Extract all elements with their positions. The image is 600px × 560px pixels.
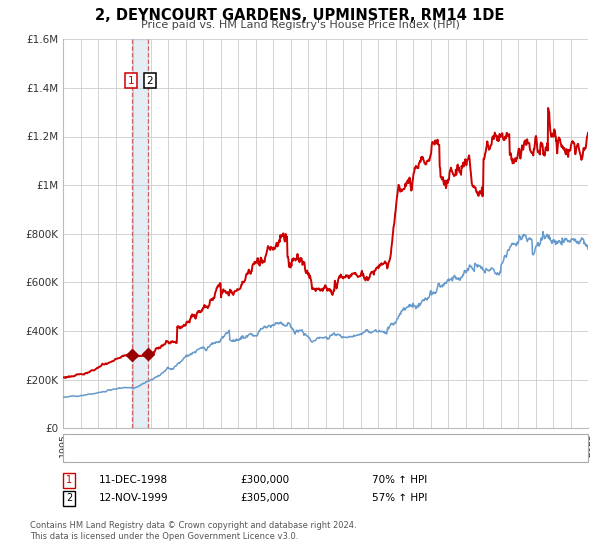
Text: Price paid vs. HM Land Registry's House Price Index (HPI): Price paid vs. HM Land Registry's House … [140, 20, 460, 30]
Text: 70% ↑ HPI: 70% ↑ HPI [372, 475, 427, 486]
Text: 2, DEYNCOURT GARDENS, UPMINSTER, RM14 1DE: 2, DEYNCOURT GARDENS, UPMINSTER, RM14 1D… [95, 8, 505, 24]
Text: £300,000: £300,000 [240, 475, 289, 486]
Text: 57% ↑ HPI: 57% ↑ HPI [372, 493, 427, 503]
Bar [132, 39, 148, 428]
Text: ——: —— [72, 448, 87, 461]
Text: 11-DEC-1998: 11-DEC-1998 [99, 475, 168, 486]
Text: 12-NOV-1999: 12-NOV-1999 [99, 493, 169, 503]
Text: 2: 2 [146, 76, 153, 86]
Text: 2: 2 [66, 493, 72, 503]
Text: This data is licensed under the Open Government Licence v3.0.: This data is licensed under the Open Gov… [30, 532, 298, 541]
Text: Contains HM Land Registry data © Crown copyright and database right 2024.: Contains HM Land Registry data © Crown c… [30, 521, 356, 530]
Text: £305,000: £305,000 [240, 493, 289, 503]
Text: 1: 1 [128, 76, 134, 86]
Text: 1: 1 [66, 475, 72, 486]
Text: ——: —— [72, 433, 87, 447]
Text: HPI: Average price, detached house, Havering: HPI: Average price, detached house, Have… [104, 450, 329, 460]
Text: 2, DEYNCOURT GARDENS, UPMINSTER, RM14 1DE (detached house): 2, DEYNCOURT GARDENS, UPMINSTER, RM14 1D… [104, 435, 437, 445]
